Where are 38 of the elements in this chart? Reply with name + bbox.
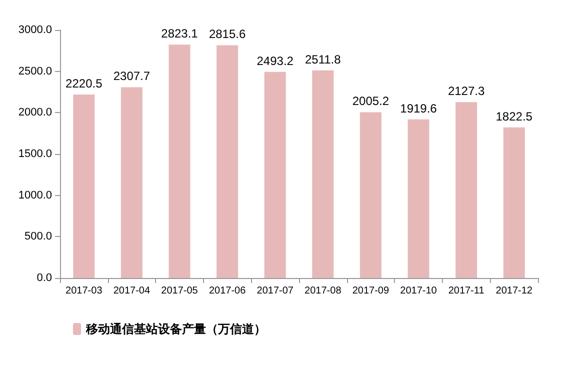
bar [503,127,525,278]
x-tick-label: 2017-10 [400,286,438,296]
x-tick-label: 2017-03 [66,286,103,296]
data-label: 1919.6 [400,101,438,116]
data-label: 2823.1 [161,26,198,41]
bar [120,87,142,278]
bar [264,72,286,278]
x-tick-label: 2017-12 [496,286,533,296]
bar [73,94,95,278]
bar [216,45,238,278]
y-tick-label: 2000.0 [18,106,52,119]
data-label: 2815.6 [208,27,246,42]
bar [456,102,478,278]
x-tick-label: 2017-06 [208,286,246,296]
data-label: 2127.3 [448,84,485,98]
x-tick-label: 2017-04 [113,286,150,296]
bar [408,119,430,278]
y-tick-label: 2500.0 [18,65,52,78]
y-tick-label: 500.0 [24,230,52,243]
y-tick-label: 1500.0 [18,148,52,160]
bar [168,44,190,278]
x-tick-label: 2017-07 [256,286,294,296]
bar [360,112,382,278]
y-tick-label: 0.0 [36,272,52,284]
x-tick-label: 2017-11 [448,286,485,296]
data-label: 2307.7 [113,69,150,84]
x-tick-label: 2017-05 [161,286,198,296]
bar [312,70,334,278]
data-label: 2493.2 [256,54,294,68]
x-tick-label: 2017-08 [304,286,342,296]
data-label: 2511.8 [304,52,342,66]
y-tick-label: 3000.0 [18,24,52,36]
x-tick-label: 2017-09 [352,286,390,296]
data-label: 2220.5 [66,76,103,90]
legend-label: 移动通信基站设备产量（万信道） [85,322,266,336]
data-label: 2005.2 [352,94,390,108]
y-tick-label: 1000.0 [18,189,52,202]
data-label: 1822.5 [496,109,533,124]
